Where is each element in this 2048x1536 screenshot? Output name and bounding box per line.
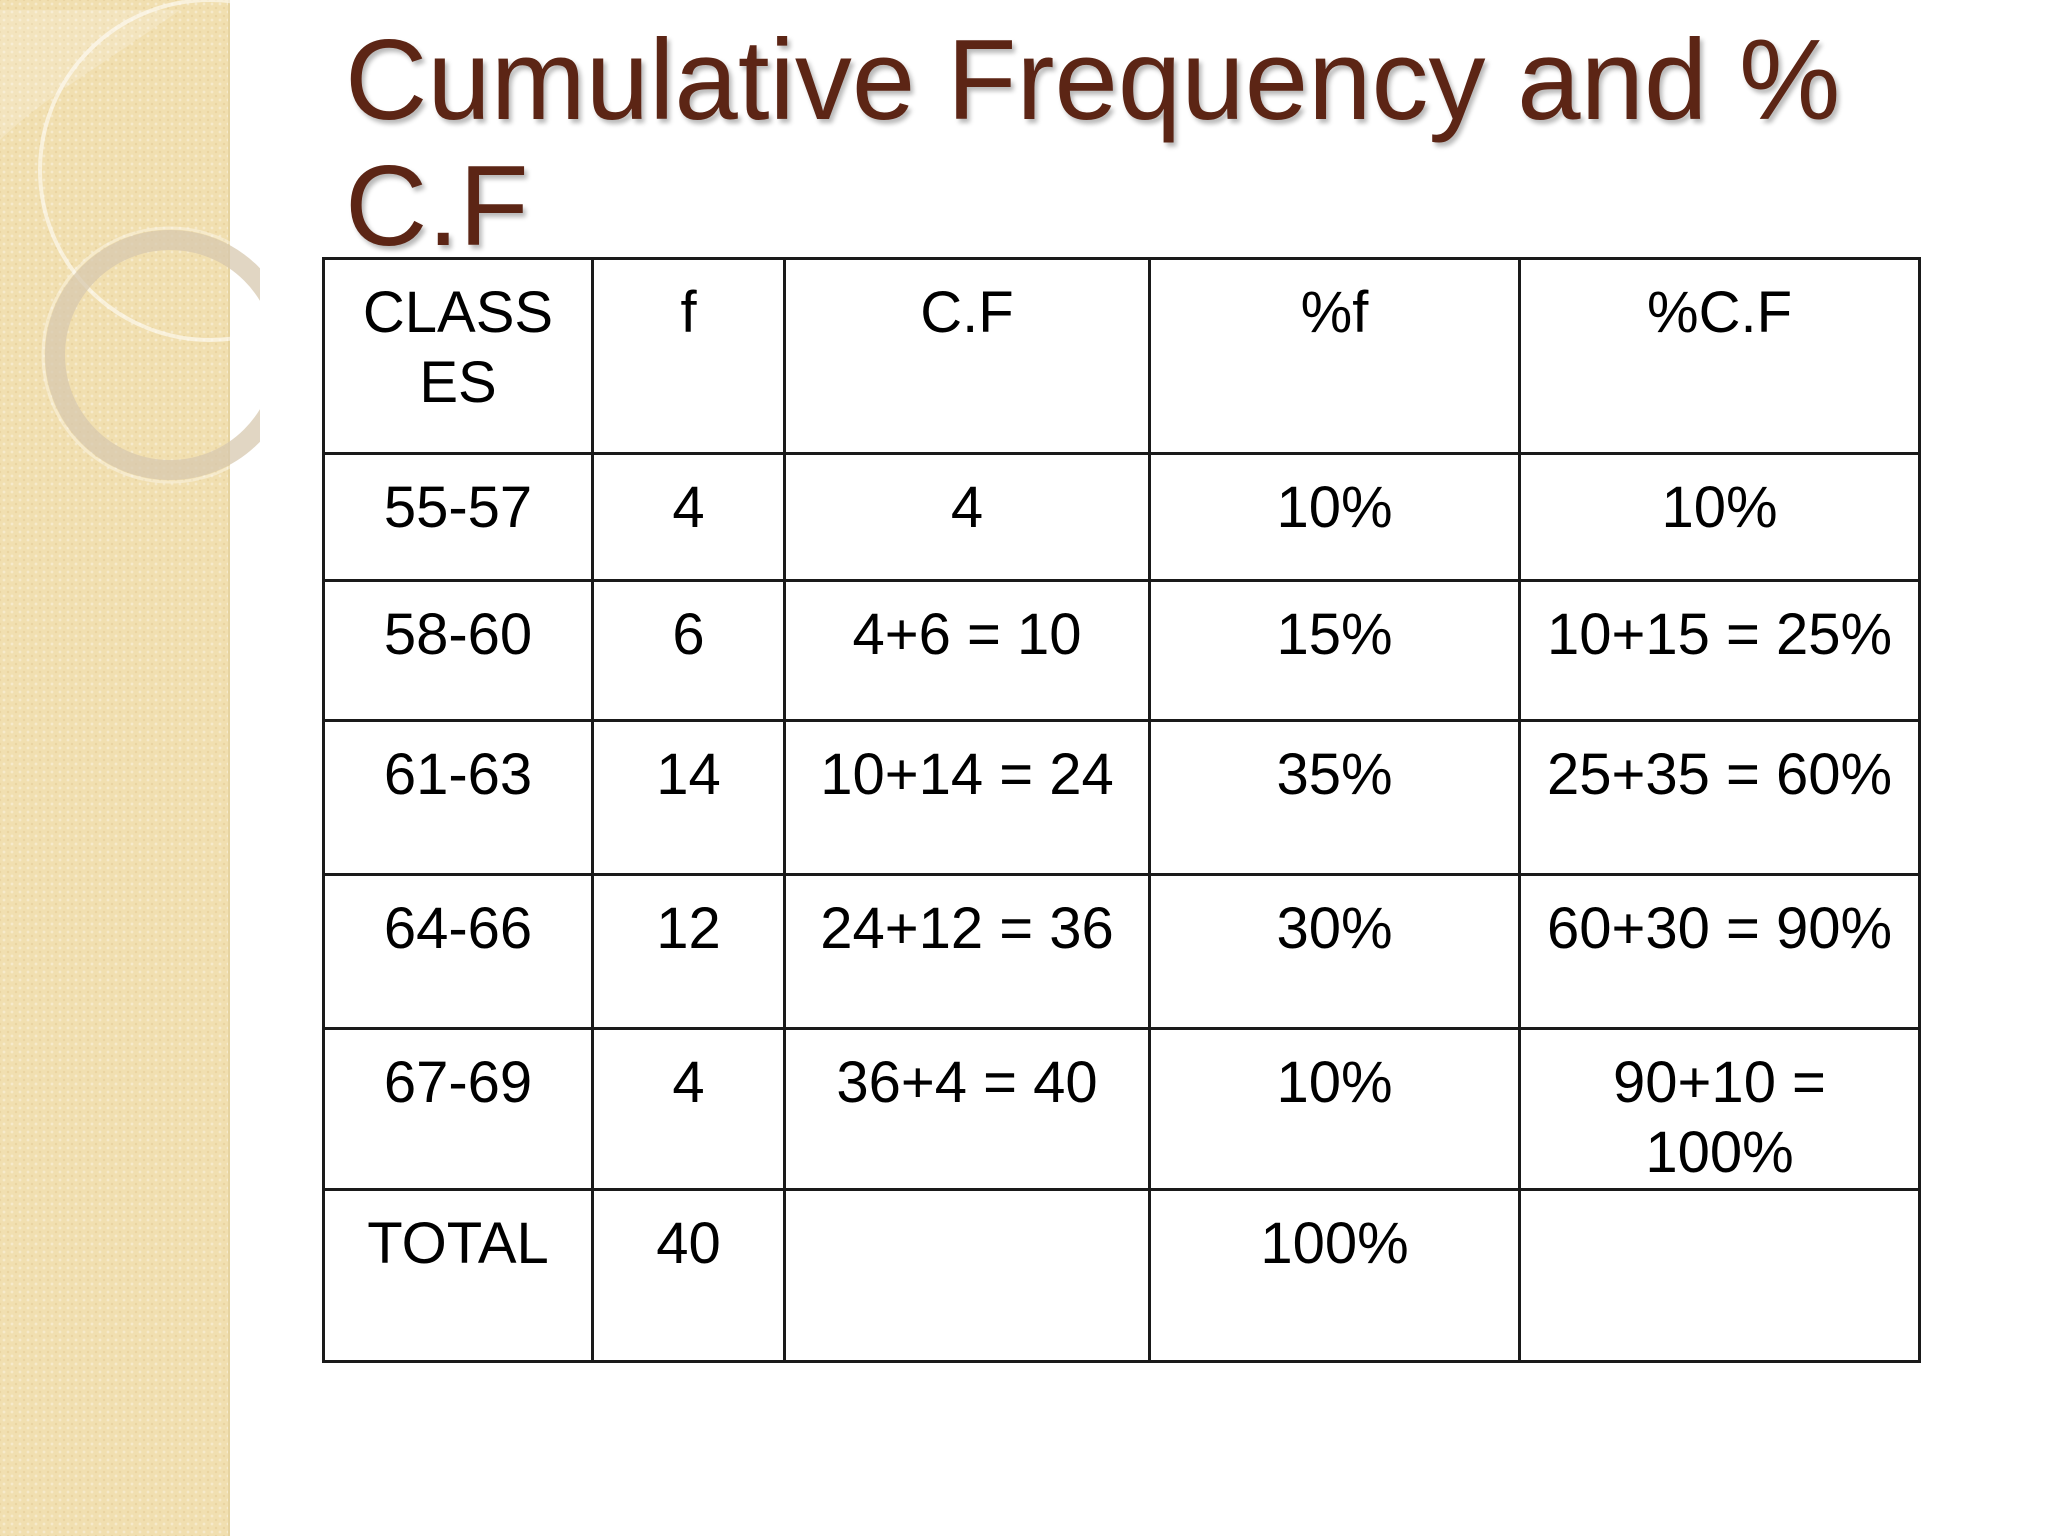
cell-percent-f: 10% bbox=[1148, 452, 1521, 582]
header-classes-line-1: CLASS bbox=[362, 280, 554, 345]
cell-cf: 36+4 = 40 bbox=[783, 1027, 1151, 1191]
cell-percent-cf: 60+30 = 90% bbox=[1518, 873, 1921, 1030]
cell-total-label: TOTAL bbox=[322, 1188, 594, 1363]
table-row: 67-69 4 36+4 = 40 10% 90+10 = 100% bbox=[322, 1027, 1921, 1191]
cell-cf: 10+14 = 24 bbox=[783, 719, 1151, 876]
cell-total-f: 40 bbox=[591, 1188, 786, 1363]
header-f: f bbox=[591, 257, 786, 455]
cell-percent-cf-line-1: 10+15 = 25% bbox=[1546, 602, 1893, 667]
cell-class: 58-60 bbox=[322, 579, 594, 722]
thick-ring-highlight bbox=[41, 226, 260, 484]
header-classes: CLASS ES bbox=[322, 257, 594, 455]
cell-total-percent-cf bbox=[1518, 1188, 1921, 1363]
slide-title-line-2: C.F bbox=[345, 143, 529, 270]
cell-class: 64-66 bbox=[322, 873, 594, 1030]
cell-percent-cf: 25+35 = 60% bbox=[1518, 719, 1921, 876]
table-row: 61-63 14 10+14 = 24 35% 25+35 = 60% bbox=[322, 719, 1921, 876]
table-total-row: TOTAL 40 100% bbox=[322, 1188, 1921, 1363]
cell-class: 55-57 bbox=[322, 452, 594, 582]
cell-percent-cf-line-1: 10% bbox=[1661, 475, 1778, 540]
header-cf: C.F bbox=[783, 257, 1151, 455]
cell-percent-cf-line-1: 25+35 = 60% bbox=[1546, 742, 1893, 807]
cell-cf: 4 bbox=[783, 452, 1151, 582]
header-percent-f: %f bbox=[1148, 257, 1521, 455]
cell-percent-cf-line-1: 90+10 = bbox=[1613, 1050, 1826, 1115]
cell-class: 61-63 bbox=[322, 719, 594, 876]
cell-percent-f: 35% bbox=[1148, 719, 1521, 876]
table-row: 55-57 4 4 10% 10% bbox=[322, 452, 1921, 582]
corner-highlight-shape bbox=[0, 10, 180, 140]
cell-percent-f: 15% bbox=[1148, 579, 1521, 722]
thick-ring-shape bbox=[45, 230, 260, 480]
cell-class: 67-69 bbox=[322, 1027, 594, 1191]
cell-f: 6 bbox=[591, 579, 786, 722]
cell-total-percent-f: 100% bbox=[1148, 1188, 1521, 1363]
table-row: 64-66 12 24+12 = 36 30% 60+30 = 90% bbox=[322, 873, 1921, 1030]
cell-percent-cf: 90+10 = 100% bbox=[1518, 1027, 1921, 1191]
cell-percent-cf-line-1: 60+30 = 90% bbox=[1546, 896, 1893, 961]
cell-total-cf bbox=[783, 1188, 1151, 1363]
cell-f: 4 bbox=[591, 452, 786, 582]
cell-percent-f: 30% bbox=[1148, 873, 1521, 1030]
cell-f: 14 bbox=[591, 719, 786, 876]
table-header-row: CLASS ES f C.F %f %C.F bbox=[322, 257, 1921, 455]
cell-percent-cf: 10% bbox=[1518, 452, 1921, 582]
cell-percent-cf-line-2: 100% bbox=[1645, 1120, 1794, 1185]
table-row: 58-60 6 4+6 = 10 15% 10+15 = 25% bbox=[322, 579, 1921, 722]
cell-f: 4 bbox=[591, 1027, 786, 1191]
cell-cf: 4+6 = 10 bbox=[783, 579, 1151, 722]
cell-f: 12 bbox=[591, 873, 786, 1030]
thin-ring-shape bbox=[38, 0, 260, 342]
cell-percent-cf: 10+15 = 25% bbox=[1518, 579, 1921, 722]
decorative-rings bbox=[0, 0, 260, 484]
cumulative-frequency-table: CLASS ES f C.F %f %C.F 55-57 4 4 10% 10%… bbox=[322, 257, 1921, 1363]
cell-cf: 24+12 = 36 bbox=[783, 873, 1151, 1030]
slide-title: Cumulative Frequency and % C.F bbox=[345, 18, 1905, 270]
slide-title-line-1: Cumulative Frequency and % bbox=[345, 17, 1841, 144]
header-percent-cf: %C.F bbox=[1518, 257, 1921, 455]
cell-percent-f: 10% bbox=[1148, 1027, 1521, 1191]
header-classes-line-2: ES bbox=[419, 350, 497, 415]
